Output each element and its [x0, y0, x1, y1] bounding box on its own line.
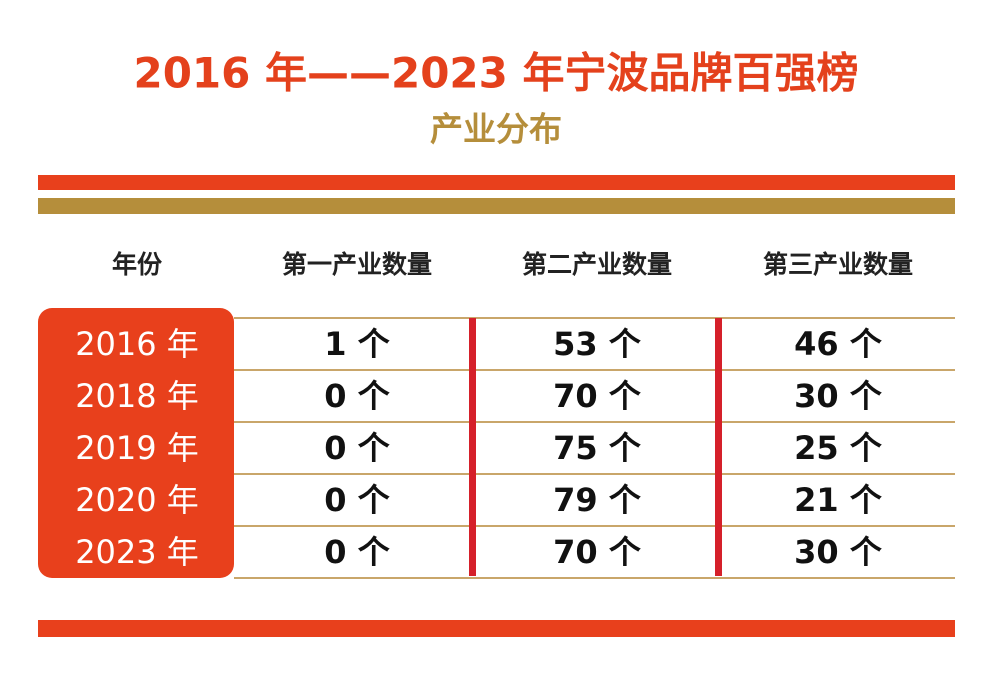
column-header: 第二产业数量	[522, 250, 672, 279]
count-cell: 30 个	[794, 377, 882, 415]
column-divider	[715, 318, 722, 576]
count-cell: 46 个	[794, 325, 882, 363]
column-header: 年份	[112, 250, 162, 279]
bottom-band	[38, 620, 955, 637]
year-cell: 2023 年	[75, 533, 199, 571]
column-header: 第三产业数量	[763, 250, 913, 279]
gold-band	[38, 198, 955, 214]
year-cell: 2018 年	[75, 377, 199, 415]
column-divider	[469, 318, 476, 576]
count-cell: 25 个	[794, 429, 882, 467]
count-cell: 21 个	[794, 481, 882, 519]
count-cell: 75 个	[553, 429, 641, 467]
table: 年份 第一产业数量 第二产业数量 第三产业数量 2016 年 1 个 53 个 46 个 201…	[75, 250, 955, 579]
year-cell: 2020 年	[75, 481, 199, 519]
column-header: 第一产业数量	[282, 250, 432, 279]
count-cell: 0 个	[324, 481, 389, 519]
count-cell: 70 个	[553, 377, 641, 415]
count-cell: 53 个	[553, 325, 641, 363]
count-cell: 70 个	[553, 533, 641, 571]
count-cell: 30 个	[794, 533, 882, 571]
subtitle: 产业分布	[430, 110, 562, 149]
title: 2016 年——2023 年宁波品牌百强榜	[133, 49, 858, 98]
year-column-bg	[38, 308, 234, 578]
count-cell: 1 个	[324, 325, 389, 363]
red-band	[38, 175, 955, 190]
count-cell: 0 个	[324, 429, 389, 467]
count-cell: 79 个	[553, 481, 641, 519]
count-cell: 0 个	[324, 377, 389, 415]
year-cell: 2019 年	[75, 429, 199, 467]
year-cell: 2016 年	[75, 325, 199, 363]
count-cell: 0 个	[324, 533, 389, 571]
